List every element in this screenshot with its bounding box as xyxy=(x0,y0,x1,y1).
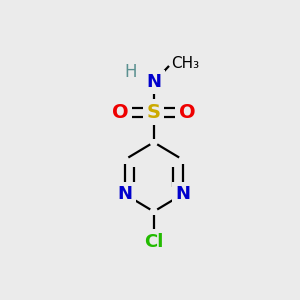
Text: CH₃: CH₃ xyxy=(171,56,199,71)
Text: H: H xyxy=(124,63,137,81)
Text: S: S xyxy=(147,103,161,122)
Text: N: N xyxy=(146,73,161,91)
Text: O: O xyxy=(112,103,129,122)
Text: N: N xyxy=(175,185,190,203)
Text: Cl: Cl xyxy=(144,232,164,250)
Text: O: O xyxy=(179,103,196,122)
Text: N: N xyxy=(117,185,132,203)
